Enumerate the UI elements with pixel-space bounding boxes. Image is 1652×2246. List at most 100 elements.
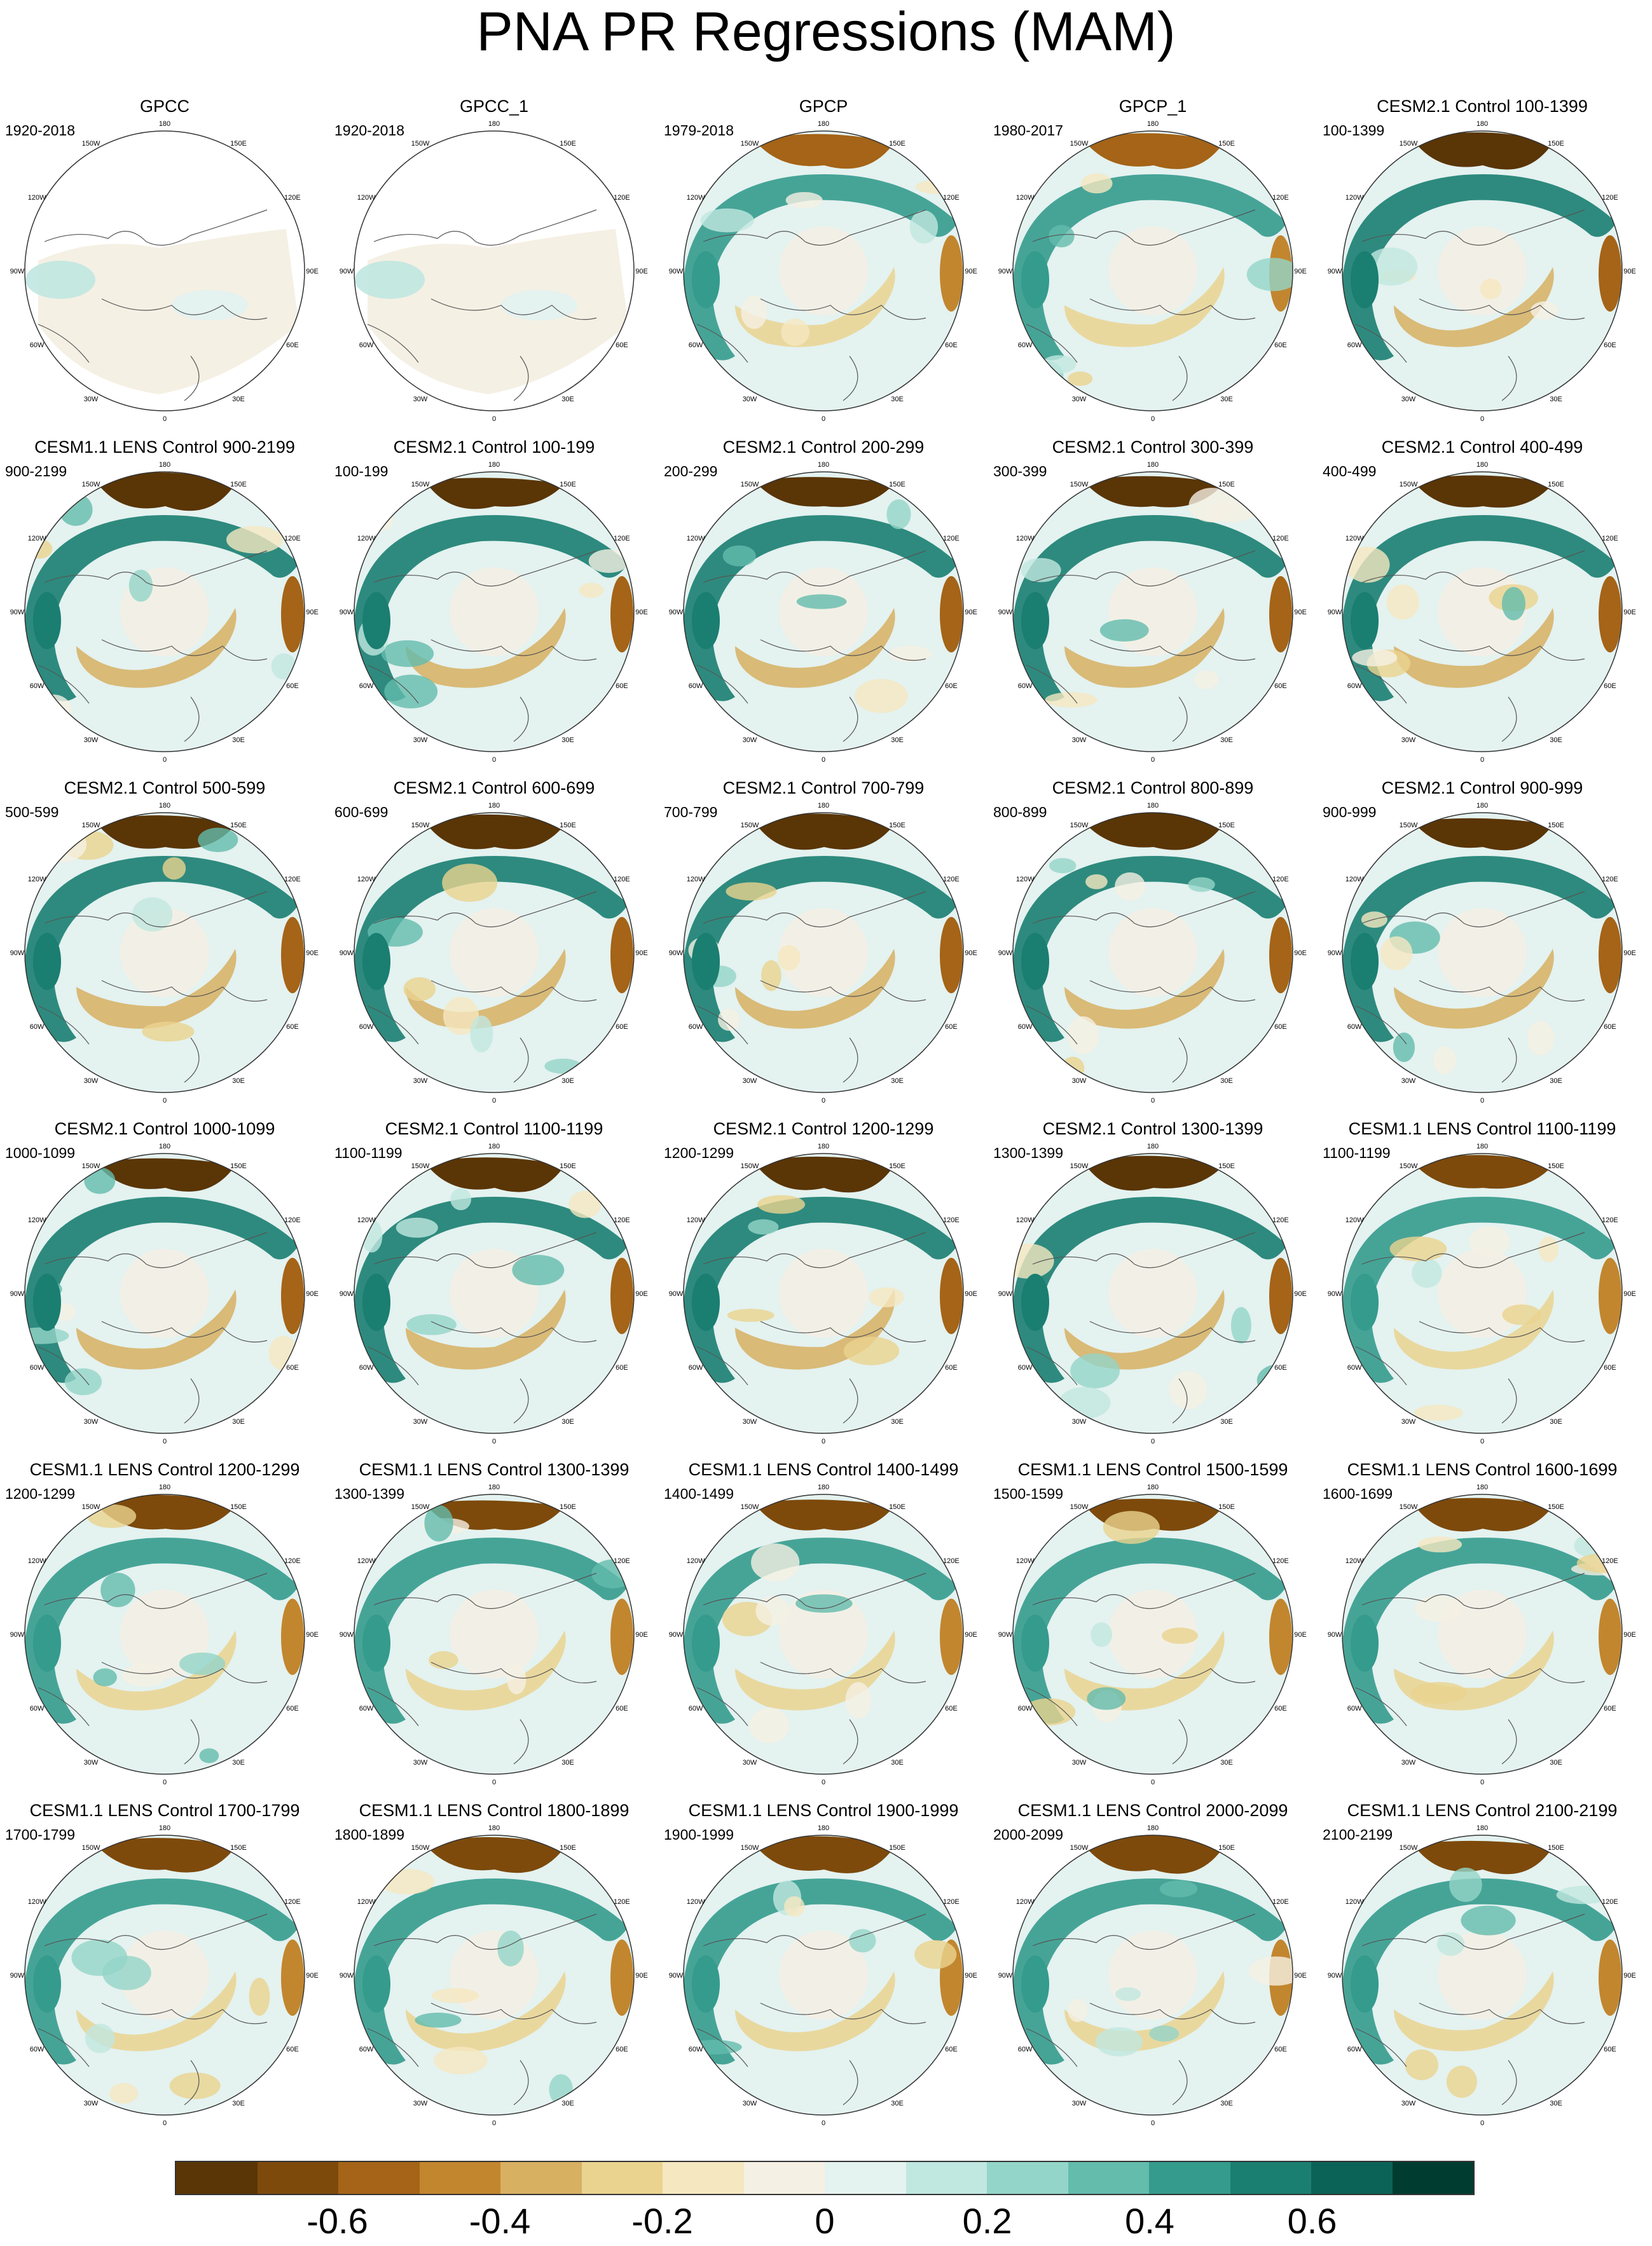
coastline [1026, 1232, 1256, 1424]
anomaly-blob [692, 933, 720, 990]
longitude-label: 150E [889, 481, 905, 488]
anomaly-blob [1021, 1274, 1049, 1331]
polar-map: 180 150E 120E 90E 60E 30E 0 30W 60W 90W 120W 150W [998, 461, 1307, 764]
arctic-region [1108, 1590, 1197, 1679]
longitude-label: 90E [1623, 949, 1636, 957]
anomaly-blob [741, 295, 767, 329]
arctic-region [1438, 1249, 1527, 1338]
coastline [38, 550, 268, 742]
map-panel: CESM1.1 LENS Control 1500-1599 1500-1599 1… [988, 1459, 1318, 1800]
longitude-label: 30W [1401, 1418, 1416, 1426]
anomaly-band [1394, 1971, 1554, 2051]
map-boundary [1012, 130, 1293, 411]
longitude-label: 60E [1274, 682, 1287, 690]
longitude-label: 150E [1548, 1503, 1564, 1511]
anomaly-band [1084, 476, 1223, 507]
longitude-label: 180 [1476, 1484, 1488, 1491]
colorbar-swatch [825, 2162, 906, 2194]
anomaly-blob [109, 2083, 138, 2104]
anomaly-blob [1149, 2025, 1180, 2042]
anomaly-blob [1351, 251, 1379, 308]
anomaly-blob [406, 1314, 457, 1335]
longitude-label: 90W [669, 949, 684, 957]
arctic-region [1438, 908, 1527, 997]
longitude-label: 180 [1147, 1484, 1159, 1491]
longitude-label: 30E [561, 1077, 574, 1085]
longitude-label: 150E [230, 1844, 247, 1852]
longitude-label: 60E [616, 2046, 628, 2053]
longitude-label: 60E [945, 1705, 958, 1712]
polar-map: 180 150E 120E 90E 60E 30E 0 30W 60W 90W 120W 150W [1328, 1484, 1636, 1786]
longitude-label: 150E [1548, 1844, 1564, 1852]
anomaly-blob [718, 1009, 740, 1031]
anomaly-blob [1351, 1615, 1379, 1672]
longitude-label: 90E [635, 1972, 648, 1980]
colorbar-swatch [338, 2162, 420, 2194]
anomaly-blob [442, 864, 498, 902]
anomaly-band [1413, 132, 1553, 170]
map-boundary [24, 130, 305, 411]
anomaly-blob [1351, 592, 1379, 649]
arctic-region [1108, 1249, 1197, 1338]
longitude-label: 150W [1400, 1503, 1418, 1511]
longitude-label: 180 [1476, 1143, 1488, 1150]
anomaly-blob [1351, 933, 1379, 990]
anomaly-blob [1599, 1599, 1621, 1675]
map-boundary [1342, 1494, 1623, 1775]
anomaly-band [1394, 949, 1554, 1029]
map-panel: CESM2.1 Control 600-699 600-699 180 150E 120… [329, 777, 659, 1118]
panel-title: CESM2.1 Control 100-199 [393, 437, 595, 457]
anomaly-blob [1169, 1371, 1208, 1410]
longitude-label: 30W [413, 1077, 428, 1085]
polar-map: 180 150E 120E 90E 60E 30E 0 30W 60W 90W 120W 150W [340, 1484, 648, 1786]
longitude-label: 120W [1016, 194, 1035, 202]
longitude-label: 60E [1274, 1023, 1287, 1031]
panel-title: CESM2.1 Control 1200-1299 [713, 1119, 934, 1138]
anomaly-band [76, 949, 237, 1029]
longitude-label: 90W [340, 609, 354, 616]
coastline [367, 1232, 597, 1424]
longitude-label: 60E [616, 1705, 628, 1712]
anomaly-band [735, 267, 895, 347]
longitude-label: 60E [1274, 2046, 1287, 2053]
anomaly-blob [692, 1274, 720, 1331]
coastline [1355, 1573, 1585, 1765]
longitude-label: 150W [82, 1503, 100, 1511]
longitude-label: 60W [1018, 2046, 1033, 2053]
map-panel: CESM1.1 LENS Control 1800-1899 1800-1899 1… [329, 1800, 659, 2140]
longitude-label: 0 [163, 1438, 167, 1445]
panel-title: CESM1.1 LENS Control 1900-1999 [688, 1801, 959, 1820]
polar-map: 180 150E 120E 90E 60E 30E 0 30W 60W 90W 120W 150W [669, 461, 977, 764]
anomaly-blob [1068, 1999, 1088, 2022]
anomaly-blob [692, 592, 720, 649]
longitude-label: 90E [1294, 1290, 1307, 1298]
longitude-label: 150W [1400, 822, 1418, 829]
longitude-label: 0 [163, 1097, 167, 1105]
anomaly-blob [64, 1368, 102, 1396]
main-title: PNA PR Regressions (MAM) [476, 1, 1176, 62]
arctic-region [779, 226, 868, 315]
map-boundary [683, 1494, 964, 1775]
longitude-label: 60E [1274, 1705, 1287, 1712]
anomaly-blob [1021, 933, 1049, 990]
longitude-label: 150W [741, 1503, 759, 1511]
coastline [1026, 209, 1256, 401]
anomaly-band [1342, 514, 1616, 701]
longitude-label: 180 [1147, 802, 1159, 810]
longitude-label: 120E [614, 1898, 630, 1906]
data-region [38, 229, 299, 394]
anomaly-band [76, 1630, 237, 1711]
longitude-label: 90E [306, 609, 319, 616]
arctic-region [450, 1931, 539, 2020]
anomaly-blob [33, 1955, 61, 2013]
longitude-label: 120W [1016, 535, 1035, 542]
longitude-label: 90E [965, 949, 977, 957]
map-panel: CESM2.1 Control 1000-1099 1000-1099 180 150… [0, 1118, 329, 1459]
polar-map: 180 150E 120E 90E 60E 30E 0 30W 60W 90W 120W 150W [10, 1143, 319, 1445]
anomaly-band [1342, 855, 1616, 1042]
longitude-label: 150W [741, 140, 759, 148]
anomaly-band [1394, 1290, 1554, 1370]
anomaly-blob [1418, 1536, 1463, 1553]
anomaly-blob [1021, 1955, 1049, 2013]
anomaly-blob [271, 653, 297, 680]
